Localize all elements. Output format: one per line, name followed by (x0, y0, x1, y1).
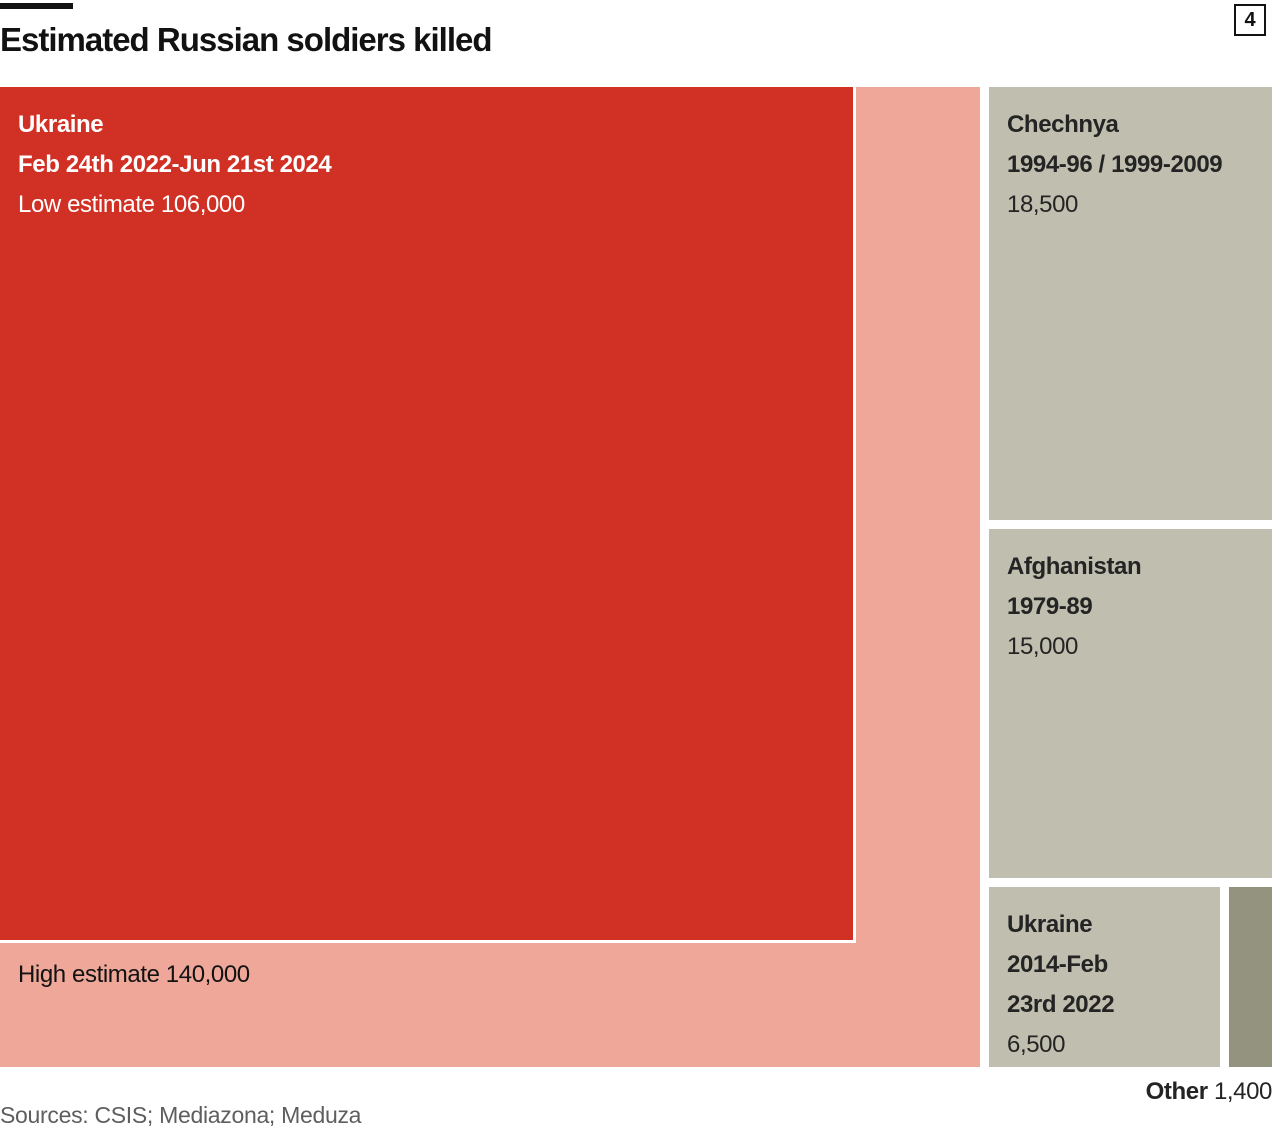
tile-ukraine-low-estimate: Ukraine Feb 24th 2022-Jun 21st 2024 Low … (0, 87, 856, 943)
top-rule (0, 3, 73, 9)
high-estimate-label: High estimate 140,000 (18, 961, 250, 988)
chart-title: Estimated Russian soldiers killed (0, 21, 493, 58)
chart-number-badge: 4 (1234, 4, 1266, 36)
afghanistan-period: 1979-89 (1007, 593, 1093, 620)
chechnya-name: Chechnya (1007, 111, 1119, 138)
ukraine-2014-name: Ukraine (1007, 911, 1093, 938)
afghanistan-name: Afghanistan (1007, 553, 1142, 580)
low-estimate-label: Low estimate 106,000 (18, 191, 245, 218)
tile-chechnya: Chechnya 1994-96 / 1999-2009 18,500 (989, 87, 1272, 520)
ukraine-2014-value: 6,500 (1007, 1031, 1066, 1058)
ukraine-2014-period-line1: 2014-Feb (1007, 951, 1108, 978)
other-name: Other (1145, 1078, 1214, 1105)
ukraine-war-name: Ukraine (18, 111, 104, 138)
afghanistan-value: 15,000 (1007, 633, 1079, 660)
ukraine-war-period: Feb 24th 2022-Jun 21st 2024 (18, 151, 332, 178)
tile-afghanistan: Afghanistan 1979-89 15,000 (989, 529, 1272, 878)
chechnya-period: 1994-96 / 1999-2009 (1007, 151, 1223, 178)
other-value: 1,400 (1213, 1078, 1272, 1105)
chechnya-value: 18,500 (1007, 191, 1079, 218)
other-label: Other 1,400 (1145, 1078, 1273, 1106)
ukraine-2014-period-line2: 23rd 2022 (1007, 991, 1115, 1018)
tile-ukraine-2014: Ukraine 2014-Feb 23rd 2022 6,500 (989, 887, 1220, 1067)
tile-other (1229, 887, 1272, 1067)
source-note: Sources: CSIS; Mediazona; Meduza (0, 1102, 362, 1128)
